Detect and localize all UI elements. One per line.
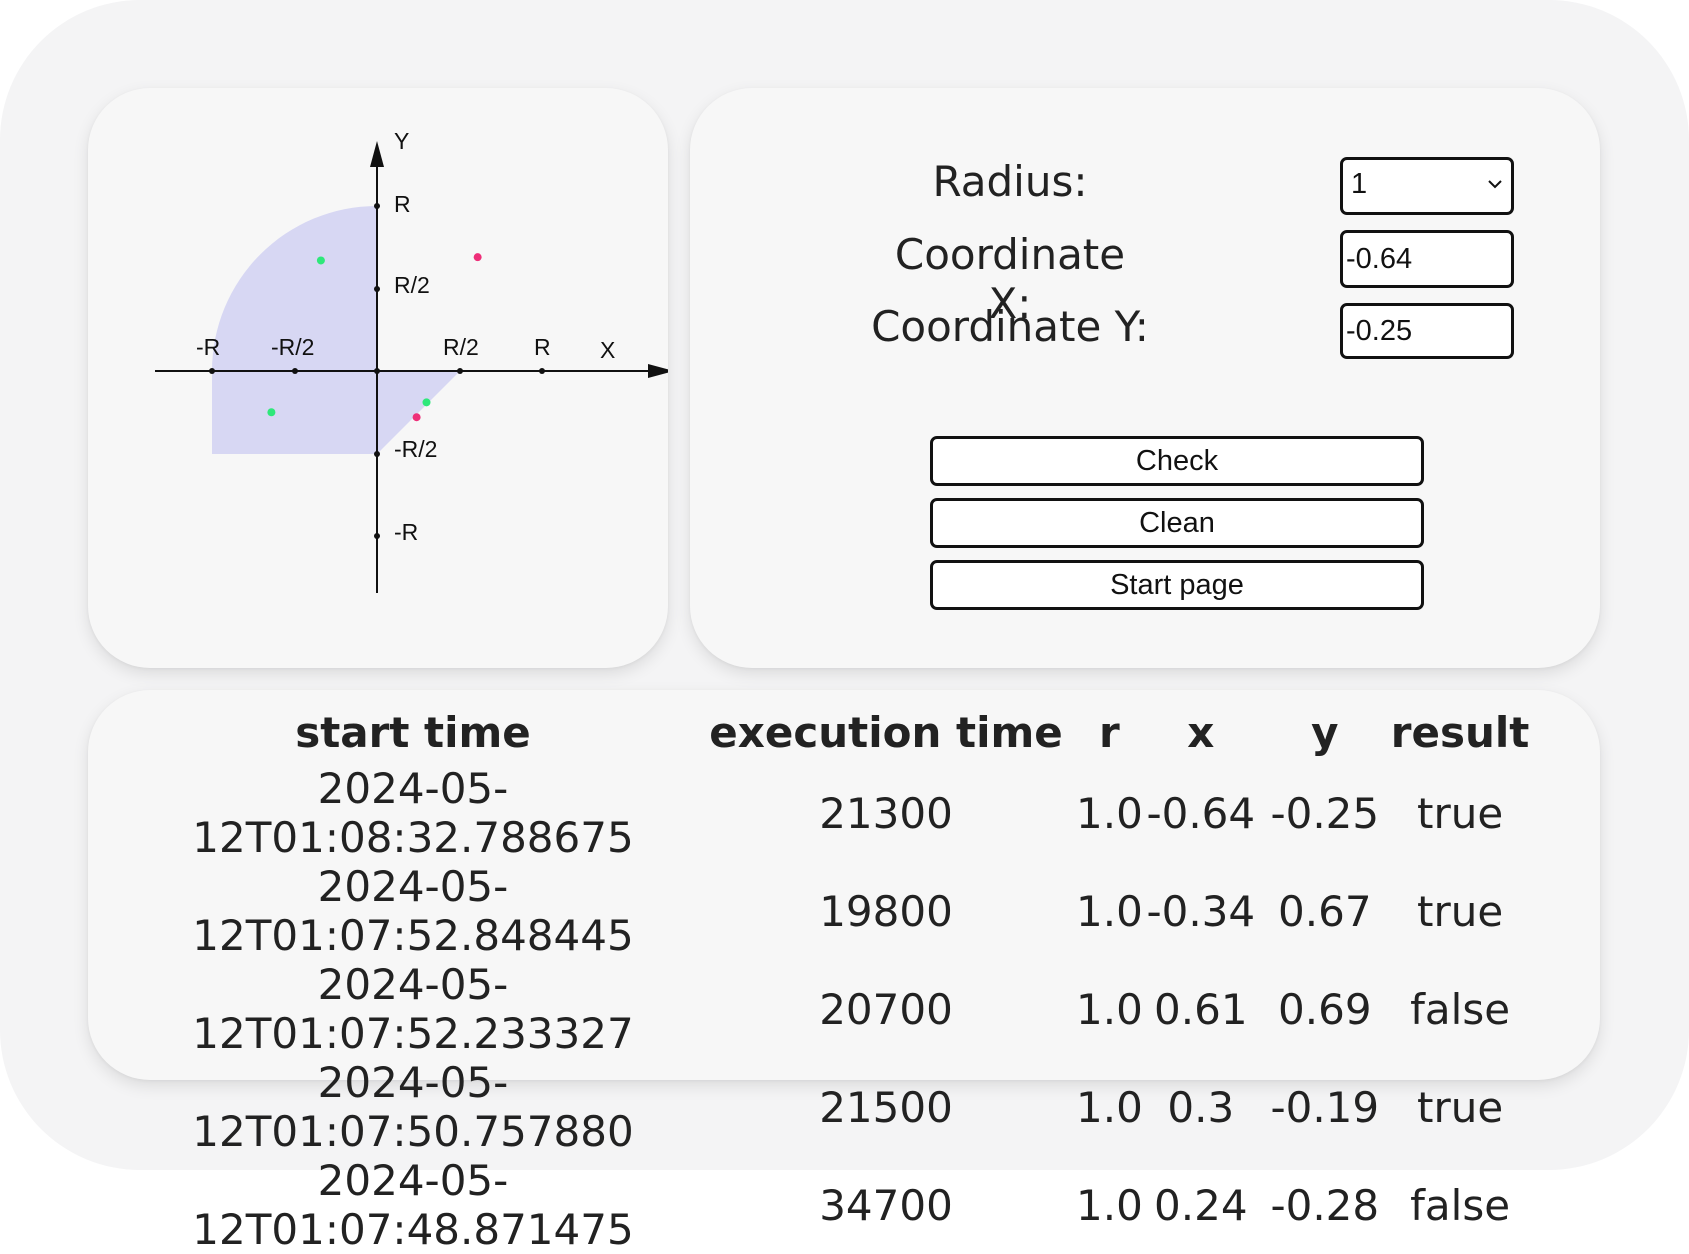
cell-execution-time: 34700 (819, 1180, 953, 1230)
x-tick-label: R (534, 334, 551, 360)
table-row: 2024-05-12T01:07:48.871475 34700 1.0 0.2… (130, 1156, 1529, 1254)
x-tick-mark (209, 368, 215, 374)
cell-result: true (1416, 788, 1504, 838)
clean-button[interactable]: Clean (930, 498, 1424, 548)
header-start-time: start time (295, 707, 531, 757)
graph-panel: X Y -R -R/2 R/2 R R R/2 -R/2 -R (88, 88, 674, 668)
header-execution-time: execution time (709, 707, 1063, 757)
miss-point (412, 413, 421, 422)
cell-r: 1.0 (1076, 1180, 1143, 1230)
x-tick-label: R/2 (443, 334, 479, 360)
x-tick-label: -R/2 (271, 334, 314, 360)
header-y: y (1311, 707, 1339, 757)
y-tick-mark (374, 533, 380, 539)
cell-execution-time: 19800 (819, 886, 953, 936)
y-axis-label: Y (394, 128, 409, 154)
cell-x: 0.24 (1154, 1180, 1248, 1230)
cell-result: true (1416, 886, 1504, 936)
cell-r: 1.0 (1076, 984, 1143, 1034)
hit-point (267, 408, 276, 417)
x-tick-mark (292, 368, 298, 374)
y-tick-label: R/2 (394, 272, 430, 298)
y-tick-label: R (394, 191, 411, 217)
cell-x: 0.61 (1154, 984, 1248, 1034)
form-panel: Radius: 1 Coordinate X: Coordinate Y: Ch… (690, 88, 1600, 668)
y-tick-mark (374, 451, 380, 457)
hit-point (422, 398, 431, 407)
x-axis-label: X (600, 337, 615, 363)
coordinate-y-label: Coordinate Y: (871, 302, 1149, 351)
coordinate-y-input[interactable] (1340, 303, 1514, 359)
header-x: x (1187, 707, 1215, 757)
radius-label: Radius: (932, 157, 1088, 206)
cell-r: 1.0 (1076, 1082, 1143, 1132)
cell-execution-time: 21500 (819, 1082, 953, 1132)
cell-y: -0.28 (1270, 1180, 1380, 1230)
table-row: 2024-05-12T01:07:52.233327 20700 1.0 0.6… (130, 960, 1529, 1058)
table-row: 2024-05-12T01:07:50.757880 21500 1.0 0.3… (130, 1058, 1529, 1156)
x-tick-mark (539, 368, 545, 374)
y-tick-label: -R (394, 519, 418, 545)
radius-select-value: 1 (1351, 168, 1368, 200)
cell-execution-time: 20700 (819, 984, 953, 1034)
y-axis-arrow (370, 141, 384, 167)
x-tick-label: -R (196, 334, 220, 360)
x-tick-mark (457, 368, 463, 374)
coordinate-graph[interactable]: X Y -R -R/2 R/2 R R R/2 -R/2 -R (88, 88, 674, 668)
cell-result: false (1410, 1180, 1511, 1230)
cell-start-time: 2024-05-12T01:07:52.848445 (192, 862, 634, 960)
cell-y: 0.69 (1278, 984, 1372, 1034)
cell-start-time: 2024-05-12T01:07:50.757880 (192, 1058, 634, 1156)
cell-start-time: 2024-05-12T01:08:32.788675 (192, 764, 634, 862)
hit-area (212, 206, 460, 454)
cell-execution-time: 21300 (819, 788, 953, 838)
cell-y: -0.19 (1270, 1082, 1380, 1132)
results-table: start time execution time r x y result 2… (130, 700, 1529, 1254)
cell-x: -0.64 (1146, 788, 1256, 838)
cell-x: 0.3 (1167, 1082, 1235, 1132)
y-tick-mark (374, 286, 380, 292)
check-button[interactable]: Check (930, 436, 1424, 486)
table-row: 2024-05-12T01:08:32.788675 21300 1.0 -0.… (130, 764, 1529, 862)
table-row: 2024-05-12T01:07:52.848445 19800 1.0 -0.… (130, 862, 1529, 960)
miss-point (473, 253, 482, 262)
cell-y: -0.25 (1270, 788, 1380, 838)
coordinate-x-input[interactable] (1340, 230, 1514, 288)
cell-result: false (1410, 984, 1511, 1034)
cell-start-time: 2024-05-12T01:07:48.871475 (192, 1156, 634, 1254)
y-tick-label: -R/2 (394, 436, 437, 462)
radius-select[interactable]: 1 (1340, 157, 1514, 215)
start-page-button[interactable]: Start page (930, 560, 1424, 610)
cell-r: 1.0 (1076, 886, 1143, 936)
cell-result: true (1416, 1082, 1504, 1132)
origin-mark (374, 368, 380, 374)
table-header-row: start time execution time r x y result (130, 700, 1529, 764)
cell-r: 1.0 (1076, 788, 1143, 838)
chevron-down-icon (1488, 180, 1502, 189)
cell-y: 0.67 (1278, 886, 1372, 936)
results-panel: start time execution time r x y result 2… (88, 690, 1600, 1254)
x-axis-arrow (648, 364, 674, 378)
cell-x: -0.34 (1146, 886, 1256, 936)
cell-start-time: 2024-05-12T01:07:52.233327 (192, 960, 634, 1058)
hit-point (316, 256, 325, 265)
points-layer (267, 253, 482, 422)
header-r: r (1099, 707, 1120, 757)
y-tick-mark (374, 203, 380, 209)
coordinate-x-label: Coordinate X: (894, 230, 1126, 328)
header-result: result (1390, 707, 1530, 757)
